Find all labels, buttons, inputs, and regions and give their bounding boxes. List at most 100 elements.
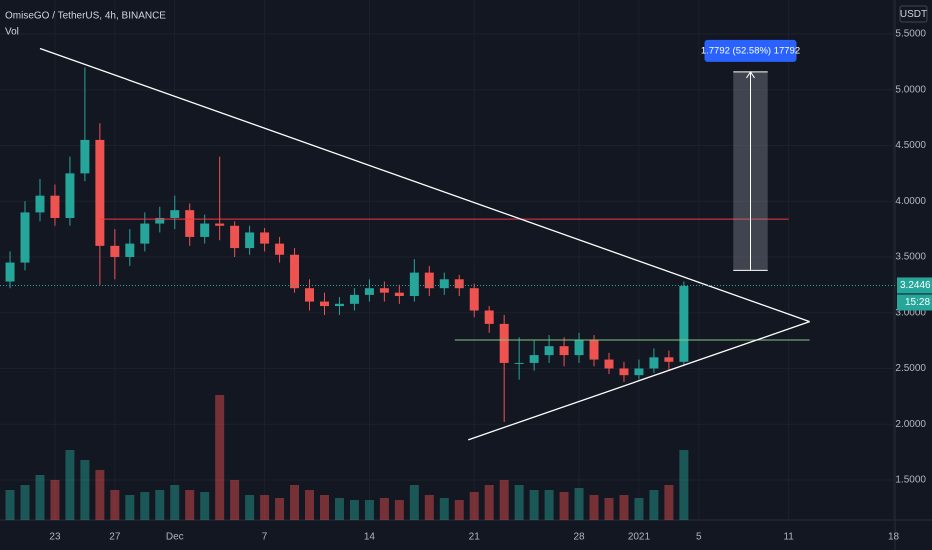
volume-bar [185,490,195,520]
candle-body [200,223,210,237]
x-tick-label: 2021 [628,532,651,543]
candle-body [394,292,404,297]
candle-body [290,254,300,289]
volume-bar [35,475,45,520]
candle-body [140,223,150,244]
measure-label-box [704,39,797,62]
last-price-box [897,277,932,294]
candle-body [260,232,270,244]
candle-body [544,346,554,356]
candle-body [664,357,674,362]
volume-bar [20,485,30,520]
volume-bar [95,470,105,520]
volume-label: Vol [5,27,19,38]
candle-body [649,357,659,369]
last-price-label: 3.2446 [900,280,931,291]
x-tick-label: 11 [783,532,794,543]
currency-box[interactable] [899,5,928,23]
measure-label: 1.7792 (52.58%) 17792 [701,45,800,56]
y-tick-label: 4.0000 [895,196,926,207]
volume-bar [499,480,509,520]
candle-body [619,368,629,376]
chart-title: OmiseGO / TetherUS, 4h, BINANCE [5,11,166,22]
y-tick-label: 3.5000 [895,252,926,263]
volume-bar [634,498,644,520]
volume-bar [125,495,135,520]
candle-body [215,223,225,226]
candle-body [170,210,180,218]
volume-bar [409,485,419,520]
candle-body [679,285,689,362]
candle-body [275,243,285,255]
y-tick-label: 5.5000 [895,29,926,40]
candle-body [305,288,315,302]
volume-bar [155,490,165,520]
volume-bar [589,495,599,520]
candle-body [35,195,45,213]
candle-body [5,262,15,282]
volume-bar [275,498,285,520]
candle-body [50,195,60,218]
volume-bar [604,498,614,520]
volume-bar [349,500,359,520]
volume-bar [140,492,150,520]
volume-bar [110,490,120,520]
x-tick-label: 27 [109,532,121,543]
volume-bar [170,485,180,520]
y-tick-label: 3.0000 [895,307,926,318]
candle-body [155,217,165,224]
axes: 5.5000 5.0000 4.5000 4.0000 3.5000 3.0000 2.50… [49,29,932,543]
candle-body [364,288,374,295]
candle-body [454,279,464,289]
volume-bars [5,395,689,520]
y-tick-label: 2.5000 [895,363,926,374]
volume-bar [544,490,554,520]
y-tick-label: 5.0000 [895,84,926,95]
candle-body [125,243,135,257]
candle-body [574,339,584,356]
volume-bar [469,492,479,520]
candle-body [379,288,389,293]
currency-label: USDT [900,9,927,20]
x-tick-label: 5 [696,532,702,543]
volume-bar [529,490,539,520]
candle-body [65,173,75,218]
x-tick-label: 7 [262,532,268,543]
candle-body [499,323,509,363]
volume-bar [664,485,674,520]
y-tick-label: 1.5000 [895,475,926,486]
drawings: 1.7792 (52.58%) 17792 [0,39,895,441]
candle-body [559,346,569,356]
countdown-box [897,294,932,311]
volume-bar [245,495,255,520]
measure-arrowhead [746,71,755,79]
volume-bar [574,488,584,520]
x-tick-label: 28 [573,532,585,543]
candle-body [95,139,105,246]
x-tick-label: 18 [888,532,900,543]
candle-body [20,212,30,263]
volume-bar [424,495,434,520]
volume-bar [215,395,225,520]
volume-bar [319,495,329,520]
volume-bar [439,498,449,520]
volume-bar [379,498,389,520]
countdown-label: 15:28 [905,297,930,308]
candle-body [469,288,479,311]
candle-body [245,232,255,249]
candle-body [529,355,539,363]
x-tick-label: 21 [469,532,481,543]
y-tick-label: 2.0000 [895,419,926,430]
x-tick-label: 14 [364,532,376,543]
y-tick-label: 4.5000 [895,140,926,151]
volume-bar [394,500,404,520]
candle-body [319,301,329,307]
x-tick-label: Dec [166,532,184,543]
volume-bar [5,490,15,520]
volume-bar [80,460,90,520]
volume-bar [230,480,240,520]
candle-body [514,362,524,364]
volume-bar [484,485,494,520]
